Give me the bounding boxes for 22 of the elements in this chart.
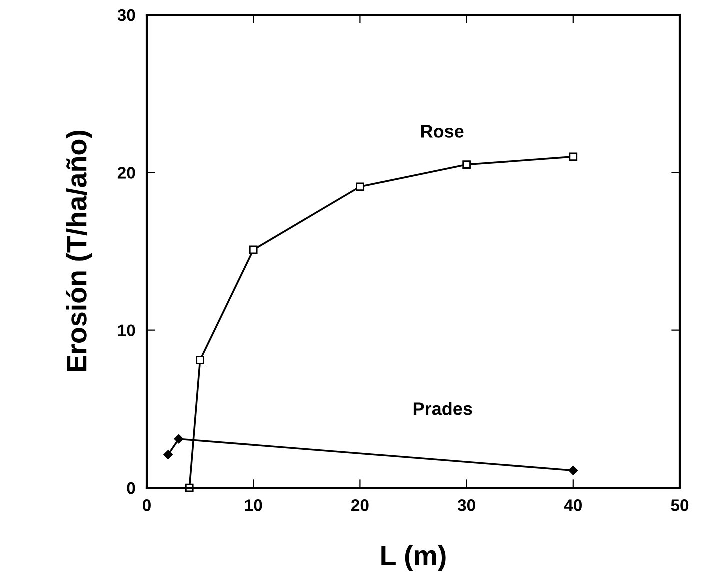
y-tick-label: 10 [118,324,136,337]
point [174,434,184,444]
x-tick-label: 30 [458,500,476,512]
x-tick-label: 20 [352,500,369,512]
y-axis-title: Erosión (T/ha/año) [66,130,92,372]
point [569,152,578,162]
x-tick-label: 40 [564,500,582,512]
x-tick-label: 0 [143,500,151,512]
y-tick-label: 0 [127,482,136,494]
text: Prades [414,402,472,416]
x-axis-title: L (m) [382,545,446,572]
point [356,182,364,192]
point [462,160,471,169]
point [196,356,204,364]
series-label: Rose [421,125,464,138]
point [164,450,173,460]
point [568,466,578,476]
y-tick-label: 30 [118,9,136,22]
x-tick-label: 10 [245,500,262,512]
y-tick-label: 20 [118,167,136,179]
x-tick-label: 50 [671,500,689,512]
point [249,246,258,254]
